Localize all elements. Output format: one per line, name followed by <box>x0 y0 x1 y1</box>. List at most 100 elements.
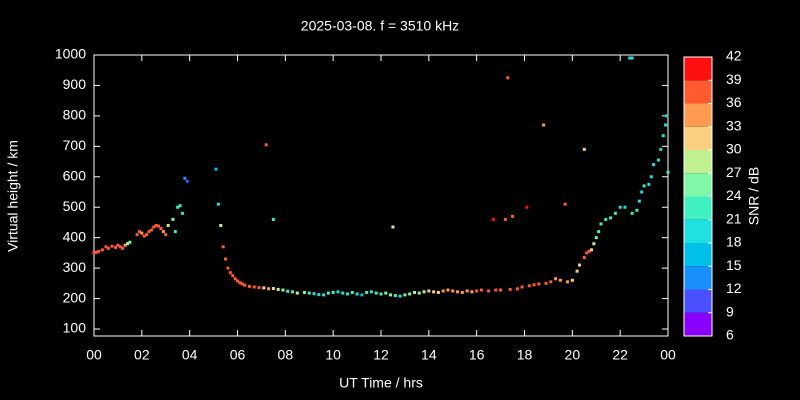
data-point <box>216 202 220 206</box>
colorbar-tick-label: 12 <box>726 280 742 296</box>
data-point <box>233 277 237 281</box>
data-point <box>236 279 239 283</box>
data-point <box>503 217 507 221</box>
data-point <box>436 290 440 294</box>
data-point <box>264 143 268 147</box>
data-point <box>271 217 275 221</box>
data-point <box>511 214 515 218</box>
y-tick-label: 200 <box>63 289 87 305</box>
data-point <box>171 217 175 221</box>
colorbar-tick-label: 15 <box>726 257 742 273</box>
data-point <box>286 289 290 293</box>
data-point <box>326 291 330 295</box>
data-point <box>276 287 280 291</box>
data-point <box>665 114 669 118</box>
data-point <box>346 292 350 296</box>
y-tick-label: 300 <box>63 259 87 275</box>
data-point <box>515 287 519 291</box>
data-point <box>525 205 529 209</box>
x-tick-label: 14 <box>421 347 437 363</box>
data-point <box>582 255 586 259</box>
data-point <box>110 244 114 248</box>
data-point <box>391 225 395 229</box>
data-point <box>176 205 180 209</box>
colorbar-band <box>684 219 712 243</box>
data-point <box>487 289 491 293</box>
data-point <box>456 290 460 294</box>
data-point <box>460 290 464 294</box>
data-point <box>374 291 378 295</box>
data-point <box>307 291 311 295</box>
data-point <box>417 291 421 295</box>
data-point <box>412 290 416 294</box>
data-point <box>118 245 122 249</box>
data-point <box>355 292 359 296</box>
data-point <box>599 222 603 226</box>
data-point <box>618 205 622 209</box>
x-tick-label: 10 <box>325 347 341 363</box>
data-point <box>291 290 295 294</box>
data-point <box>142 234 146 238</box>
data-point <box>628 56 632 60</box>
data-point <box>183 176 187 180</box>
y-tick-label: 800 <box>63 107 87 123</box>
data-point <box>403 293 407 297</box>
data-point <box>128 240 132 244</box>
data-point <box>597 230 601 234</box>
data-point <box>384 291 388 295</box>
data-point <box>317 293 321 297</box>
data-point <box>295 291 299 295</box>
data-point <box>666 170 670 174</box>
data-point <box>563 202 567 206</box>
data-point <box>570 278 574 282</box>
data-point <box>152 225 156 229</box>
data-point <box>106 246 110 250</box>
colorbar-band <box>684 173 712 197</box>
data-point <box>180 211 184 215</box>
data-point <box>365 290 369 294</box>
data-point <box>267 287 271 291</box>
data-point <box>587 249 591 253</box>
x-tick-label: 18 <box>517 347 533 363</box>
data-point <box>566 280 570 284</box>
data-point <box>185 179 189 183</box>
data-point <box>635 208 639 212</box>
data-point <box>630 211 634 215</box>
data-point <box>575 269 579 273</box>
data-point <box>427 289 431 293</box>
data-point <box>659 147 663 151</box>
data-point <box>302 290 306 294</box>
data-point <box>125 242 129 246</box>
data-point <box>408 292 412 296</box>
data-point <box>585 251 589 255</box>
data-point <box>475 289 479 293</box>
data-point <box>214 167 218 171</box>
data-point <box>451 289 455 293</box>
data-point <box>281 288 285 292</box>
data-point <box>121 246 125 250</box>
data-point <box>537 282 541 286</box>
data-point <box>104 245 108 249</box>
colorbar-label: SNR / dB <box>746 167 762 225</box>
data-point <box>613 211 617 215</box>
data-point <box>630 56 634 60</box>
data-point <box>554 277 558 281</box>
data-point <box>341 291 345 295</box>
data-point <box>527 284 531 288</box>
data-point <box>623 205 627 209</box>
data-point <box>398 294 402 298</box>
data-point <box>240 282 244 286</box>
data-point <box>322 293 326 297</box>
data-point <box>508 287 512 291</box>
data-point <box>369 290 373 294</box>
data-point <box>123 243 127 247</box>
colorbar-band <box>684 196 712 220</box>
data-point <box>238 281 242 285</box>
x-tick-label: 04 <box>182 347 198 363</box>
data-point <box>350 290 354 294</box>
data-point <box>149 228 153 232</box>
data-point <box>166 223 170 227</box>
data-point <box>661 134 665 138</box>
